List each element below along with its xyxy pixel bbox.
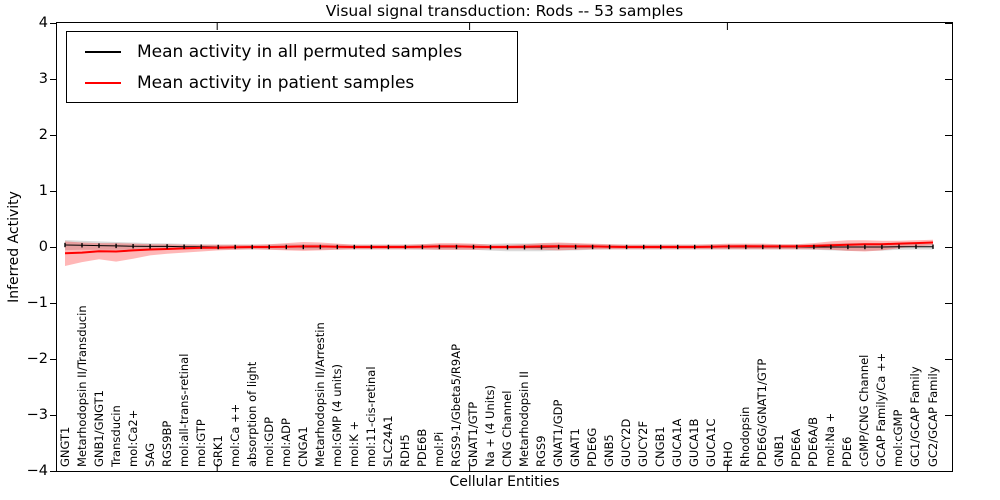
x-tick-label: PDE6A/B	[806, 416, 821, 467]
x-tick-label: GNAT1	[568, 428, 583, 467]
plot-area: GNGT1 Metarhodopsin II/Transducin GNB1/GNG…	[56, 22, 953, 472]
x-tick-label: mol:K +	[346, 420, 361, 467]
y-tick-label: −2	[26, 351, 48, 367]
y-tick-left	[50, 190, 57, 192]
y-tick-right	[945, 414, 952, 416]
legend-line-permuted	[85, 50, 121, 53]
x-tick-label: GNAT1/GTP	[465, 401, 480, 467]
legend-line-patient	[85, 81, 121, 84]
y-tick-left	[50, 358, 57, 360]
x-tick-label: Metarhodopsin II/Transducin	[74, 305, 89, 467]
x-tick-label: mol:GTP	[193, 419, 208, 467]
x-tick-label: mol:all-trans-retinal	[176, 353, 191, 467]
x-tick-label: PDE6	[840, 436, 855, 467]
x-tick-label: mol:Pi	[431, 431, 446, 467]
x-tick-label: mol:11-cis-retinal	[363, 366, 378, 467]
y-tick-left	[50, 470, 57, 472]
x-tick-label: RDH5	[397, 434, 412, 467]
x-tick-label: RGS9BP	[159, 420, 174, 467]
x-tick-label: SAG	[142, 442, 157, 467]
x-tick-label: GUCA1B	[687, 418, 702, 467]
legend-item-patient: Mean activity in patient samples	[77, 67, 507, 98]
x-tick-label: mol:GDP	[261, 416, 276, 467]
y-tick-right	[945, 22, 952, 24]
x-tick-label: GCAP Family/Ca ++	[874, 352, 889, 467]
y-tick-right	[945, 246, 952, 248]
y-tick-left	[50, 78, 57, 80]
y-tick-right	[945, 190, 952, 192]
x-tick-label: mol:Ca2+	[125, 409, 140, 467]
y-tick-left	[50, 302, 57, 304]
x-tick-label: GC1/GCAP Family	[908, 366, 923, 467]
y-tick-label: 2	[38, 127, 48, 143]
x-tick-label: mol:ADP	[278, 418, 293, 467]
x-tick-label: CNGA1	[295, 426, 310, 467]
x-tick-label: Rhodopsin	[738, 406, 753, 467]
x-tick-label: mol:GMP (4 units)	[329, 364, 344, 467]
y-tick-label: −4	[26, 463, 48, 479]
y-tick-right	[945, 470, 952, 472]
y-tick-label: 0	[38, 239, 48, 255]
legend-label-permuted: Mean activity in all permuted samples	[137, 41, 463, 62]
y-tick-left	[50, 134, 57, 136]
x-tick-label: PDE6G/GNAT1/GTP	[755, 358, 770, 467]
x-tick-label: GNB5	[602, 434, 617, 467]
y-tick-right	[945, 134, 952, 136]
x-tick-label: GUCY2D	[619, 418, 634, 467]
x-tick-label: GNB1	[772, 434, 787, 467]
x-tick-label: mol:Ca ++	[227, 403, 242, 467]
x-tick-label: PDE6B	[414, 428, 429, 467]
x-tick-label: PDE6G	[585, 427, 600, 467]
y-tick-label: −1	[26, 295, 48, 311]
x-tick-label: absorption of light	[244, 361, 259, 467]
legend-item-permuted: Mean activity in all permuted samples	[77, 36, 507, 67]
x-tick-label: PDE6A	[789, 428, 804, 467]
x-tick-label: GNAT1/GDP	[551, 399, 566, 467]
x-tick-label: Na + (4 Units)	[482, 385, 497, 467]
y-tick-label: −3	[26, 407, 48, 423]
x-tick-label: GRK1	[210, 435, 225, 467]
chart-canvas	[64, 23, 934, 471]
y-tick-label: 3	[38, 71, 48, 87]
chart-title: Visual signal transduction: Rods -- 53 s…	[325, 2, 684, 20]
y-tick-right	[945, 358, 952, 360]
legend-label-patient: Mean activity in patient samples	[137, 72, 415, 93]
y-tick-left	[50, 246, 57, 248]
x-tick-label: CNGB1	[653, 426, 668, 467]
x-tick-label: GNGT1	[57, 426, 72, 467]
legend: Mean activity in all permuted samples Me…	[66, 31, 518, 103]
y-tick-left	[50, 22, 57, 24]
x-tick-label: RGS9-1/Gbeta5/R9AP	[448, 343, 463, 467]
x-tick-label: cGMP/CNG Channel	[857, 354, 872, 467]
y-tick-label: 4	[38, 15, 48, 31]
y-tick-right	[945, 78, 952, 80]
x-tick-label: SLC24A1	[380, 415, 395, 467]
x-tick-label: GC2/GCAP Family	[925, 366, 940, 467]
x-tick-label: RGS9	[534, 435, 549, 467]
x-axis-label: Cellular Entities	[449, 474, 560, 490]
x-tick-label: GUCY2F	[636, 420, 651, 467]
x-tick-label: GUCA1A	[670, 418, 685, 467]
x-tick-label: Metarhodopsin II	[517, 371, 532, 467]
x-tick-label: CNG Channel	[500, 390, 514, 467]
y-tick-label: 1	[38, 183, 48, 199]
x-tick-label: Transducin	[108, 405, 123, 467]
y-tick-right	[945, 302, 952, 304]
x-tick-label: RHO	[721, 441, 736, 467]
x-tick-label: mol:Na +	[823, 412, 838, 467]
y-tick-left	[50, 414, 57, 416]
x-tick-label: GNB1/GNGT1	[91, 390, 106, 467]
x-tick-label: Metarhodopsin II/Arrestin	[312, 322, 327, 467]
x-tick-label: mol:cGMP	[891, 409, 906, 467]
x-tick-label: GUCA1C	[704, 418, 719, 467]
